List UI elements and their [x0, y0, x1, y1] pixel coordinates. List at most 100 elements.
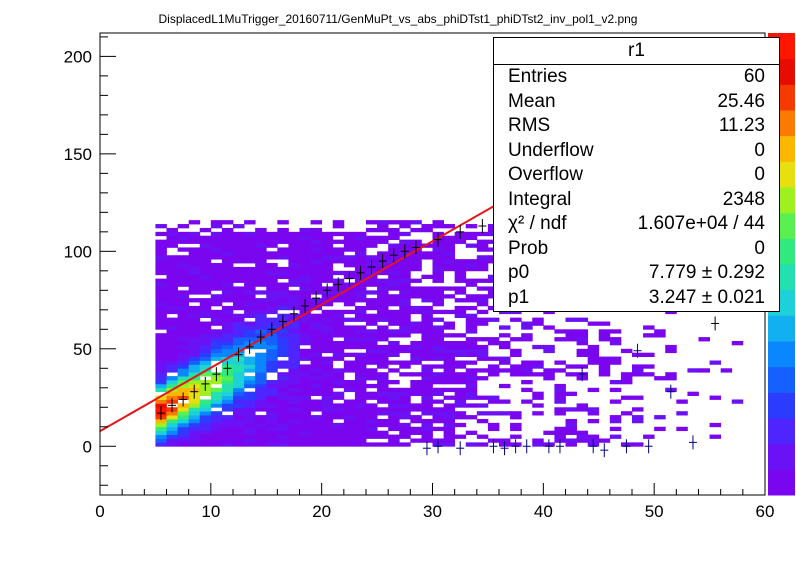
heatmap-cell — [155, 243, 167, 248]
heatmap-cell — [465, 360, 478, 365]
heatmap-cell — [476, 411, 489, 416]
heatmap-cell — [155, 383, 167, 389]
heatmap-cell — [177, 278, 190, 283]
heatmap-cell — [199, 239, 212, 244]
heatmap-cell — [366, 368, 378, 373]
heatmap-cell — [587, 407, 600, 412]
heatmap-cell — [487, 364, 500, 369]
heatmap-cell — [399, 294, 411, 299]
heatmap-cell — [432, 294, 444, 299]
heatmap-cell — [188, 305, 201, 311]
heatmap-cell — [221, 298, 234, 303]
heatmap-cell — [177, 379, 190, 385]
heatmap-cell — [299, 251, 311, 256]
heatmap-cell — [366, 243, 378, 248]
heatmap-cell — [266, 368, 278, 373]
heatmap-cell — [188, 263, 201, 268]
heatmap-cell — [321, 360, 334, 365]
heatmap-cell — [476, 356, 489, 361]
heatmap-cell — [565, 317, 577, 322]
heatmap-cell — [598, 360, 611, 365]
heatmap-cell — [233, 231, 245, 237]
heatmap-cell — [288, 235, 300, 241]
heatmap-cell — [155, 286, 167, 291]
heatmap-cell — [166, 294, 178, 299]
heatmap-cell — [210, 282, 223, 287]
heatmap-cell — [421, 298, 433, 303]
heatmap-cell — [166, 278, 178, 283]
heatmap-cell — [266, 430, 278, 435]
heatmap-cell — [366, 278, 378, 283]
heatmap-cell — [210, 313, 223, 319]
heatmap-cell — [221, 235, 234, 241]
heatmap-cell — [354, 255, 367, 260]
heatmap-cell — [521, 360, 533, 365]
heatmap-cell — [277, 333, 289, 338]
heatmap-cell — [199, 341, 212, 346]
heatmap-cell — [543, 325, 555, 330]
heatmap-cell — [255, 235, 267, 241]
heatmap-cell — [654, 333, 666, 338]
heatmap-cell — [354, 235, 367, 241]
heatmap-cell — [399, 270, 411, 276]
heatmap-cell — [377, 278, 389, 283]
heatmap-cell — [609, 387, 622, 393]
profile-point — [389, 248, 398, 263]
x-tick-label: 50 — [645, 502, 664, 521]
heatmap-cell — [277, 329, 289, 334]
heatmap-cell — [210, 415, 223, 420]
heatmap-cell — [343, 294, 356, 299]
heatmap-cell — [255, 302, 267, 307]
heatmap-cell — [510, 352, 522, 357]
heatmap-cell — [188, 422, 201, 428]
heatmap-cell — [399, 266, 411, 272]
heatmap-cell — [299, 337, 311, 342]
heatmap-cell — [476, 368, 489, 373]
heatmap-cell — [565, 438, 577, 443]
heatmap-cell — [266, 344, 278, 350]
heatmap-cell — [421, 224, 433, 229]
heatmap-cell — [177, 231, 190, 237]
heatmap-cell — [332, 352, 345, 357]
heatmap-cell — [299, 399, 311, 404]
heatmap-cell — [244, 247, 256, 252]
heatmap-cell — [210, 309, 223, 315]
heatmap-cell — [188, 337, 201, 342]
heatmap-cell — [166, 290, 178, 295]
heatmap-cell — [388, 379, 400, 385]
heatmap-cell — [476, 418, 489, 424]
heatmap-cell — [299, 341, 311, 346]
heatmap-cell — [255, 282, 267, 287]
heatmap-cell — [321, 407, 334, 412]
heatmap-cell — [244, 356, 256, 361]
heatmap-cell — [377, 294, 389, 299]
heatmap-cell — [465, 395, 478, 400]
heatmap-cell — [321, 395, 334, 400]
heatmap-cell — [188, 434, 201, 439]
heatmap-cell — [354, 426, 367, 432]
heatmap-cell — [310, 282, 323, 287]
heatmap-cell — [366, 430, 378, 435]
heatmap-cell — [476, 348, 489, 354]
profile-point — [356, 265, 365, 280]
heatmap-cell — [199, 442, 212, 447]
heatmap-cell — [432, 247, 444, 252]
heatmap-cell — [310, 266, 323, 272]
heatmap-cell — [443, 360, 456, 365]
heatmap-cell — [288, 302, 300, 307]
heatmap-cell — [177, 344, 190, 350]
heatmap-cell — [332, 411, 345, 416]
heatmap-cell — [210, 399, 223, 404]
heatmap-cell — [377, 270, 389, 276]
heatmap-cell — [332, 309, 345, 315]
heatmap-cell — [277, 231, 289, 237]
heatmap-cell — [354, 309, 367, 315]
heatmap-cell — [332, 430, 345, 435]
heatmap-cell — [155, 298, 167, 303]
heatmap-cell — [288, 438, 300, 443]
heatmap-cell — [388, 263, 400, 268]
profile-point — [522, 439, 531, 454]
heatmap-cell — [266, 278, 278, 283]
heatmap-cell — [277, 352, 289, 357]
heatmap-cell — [332, 255, 345, 260]
